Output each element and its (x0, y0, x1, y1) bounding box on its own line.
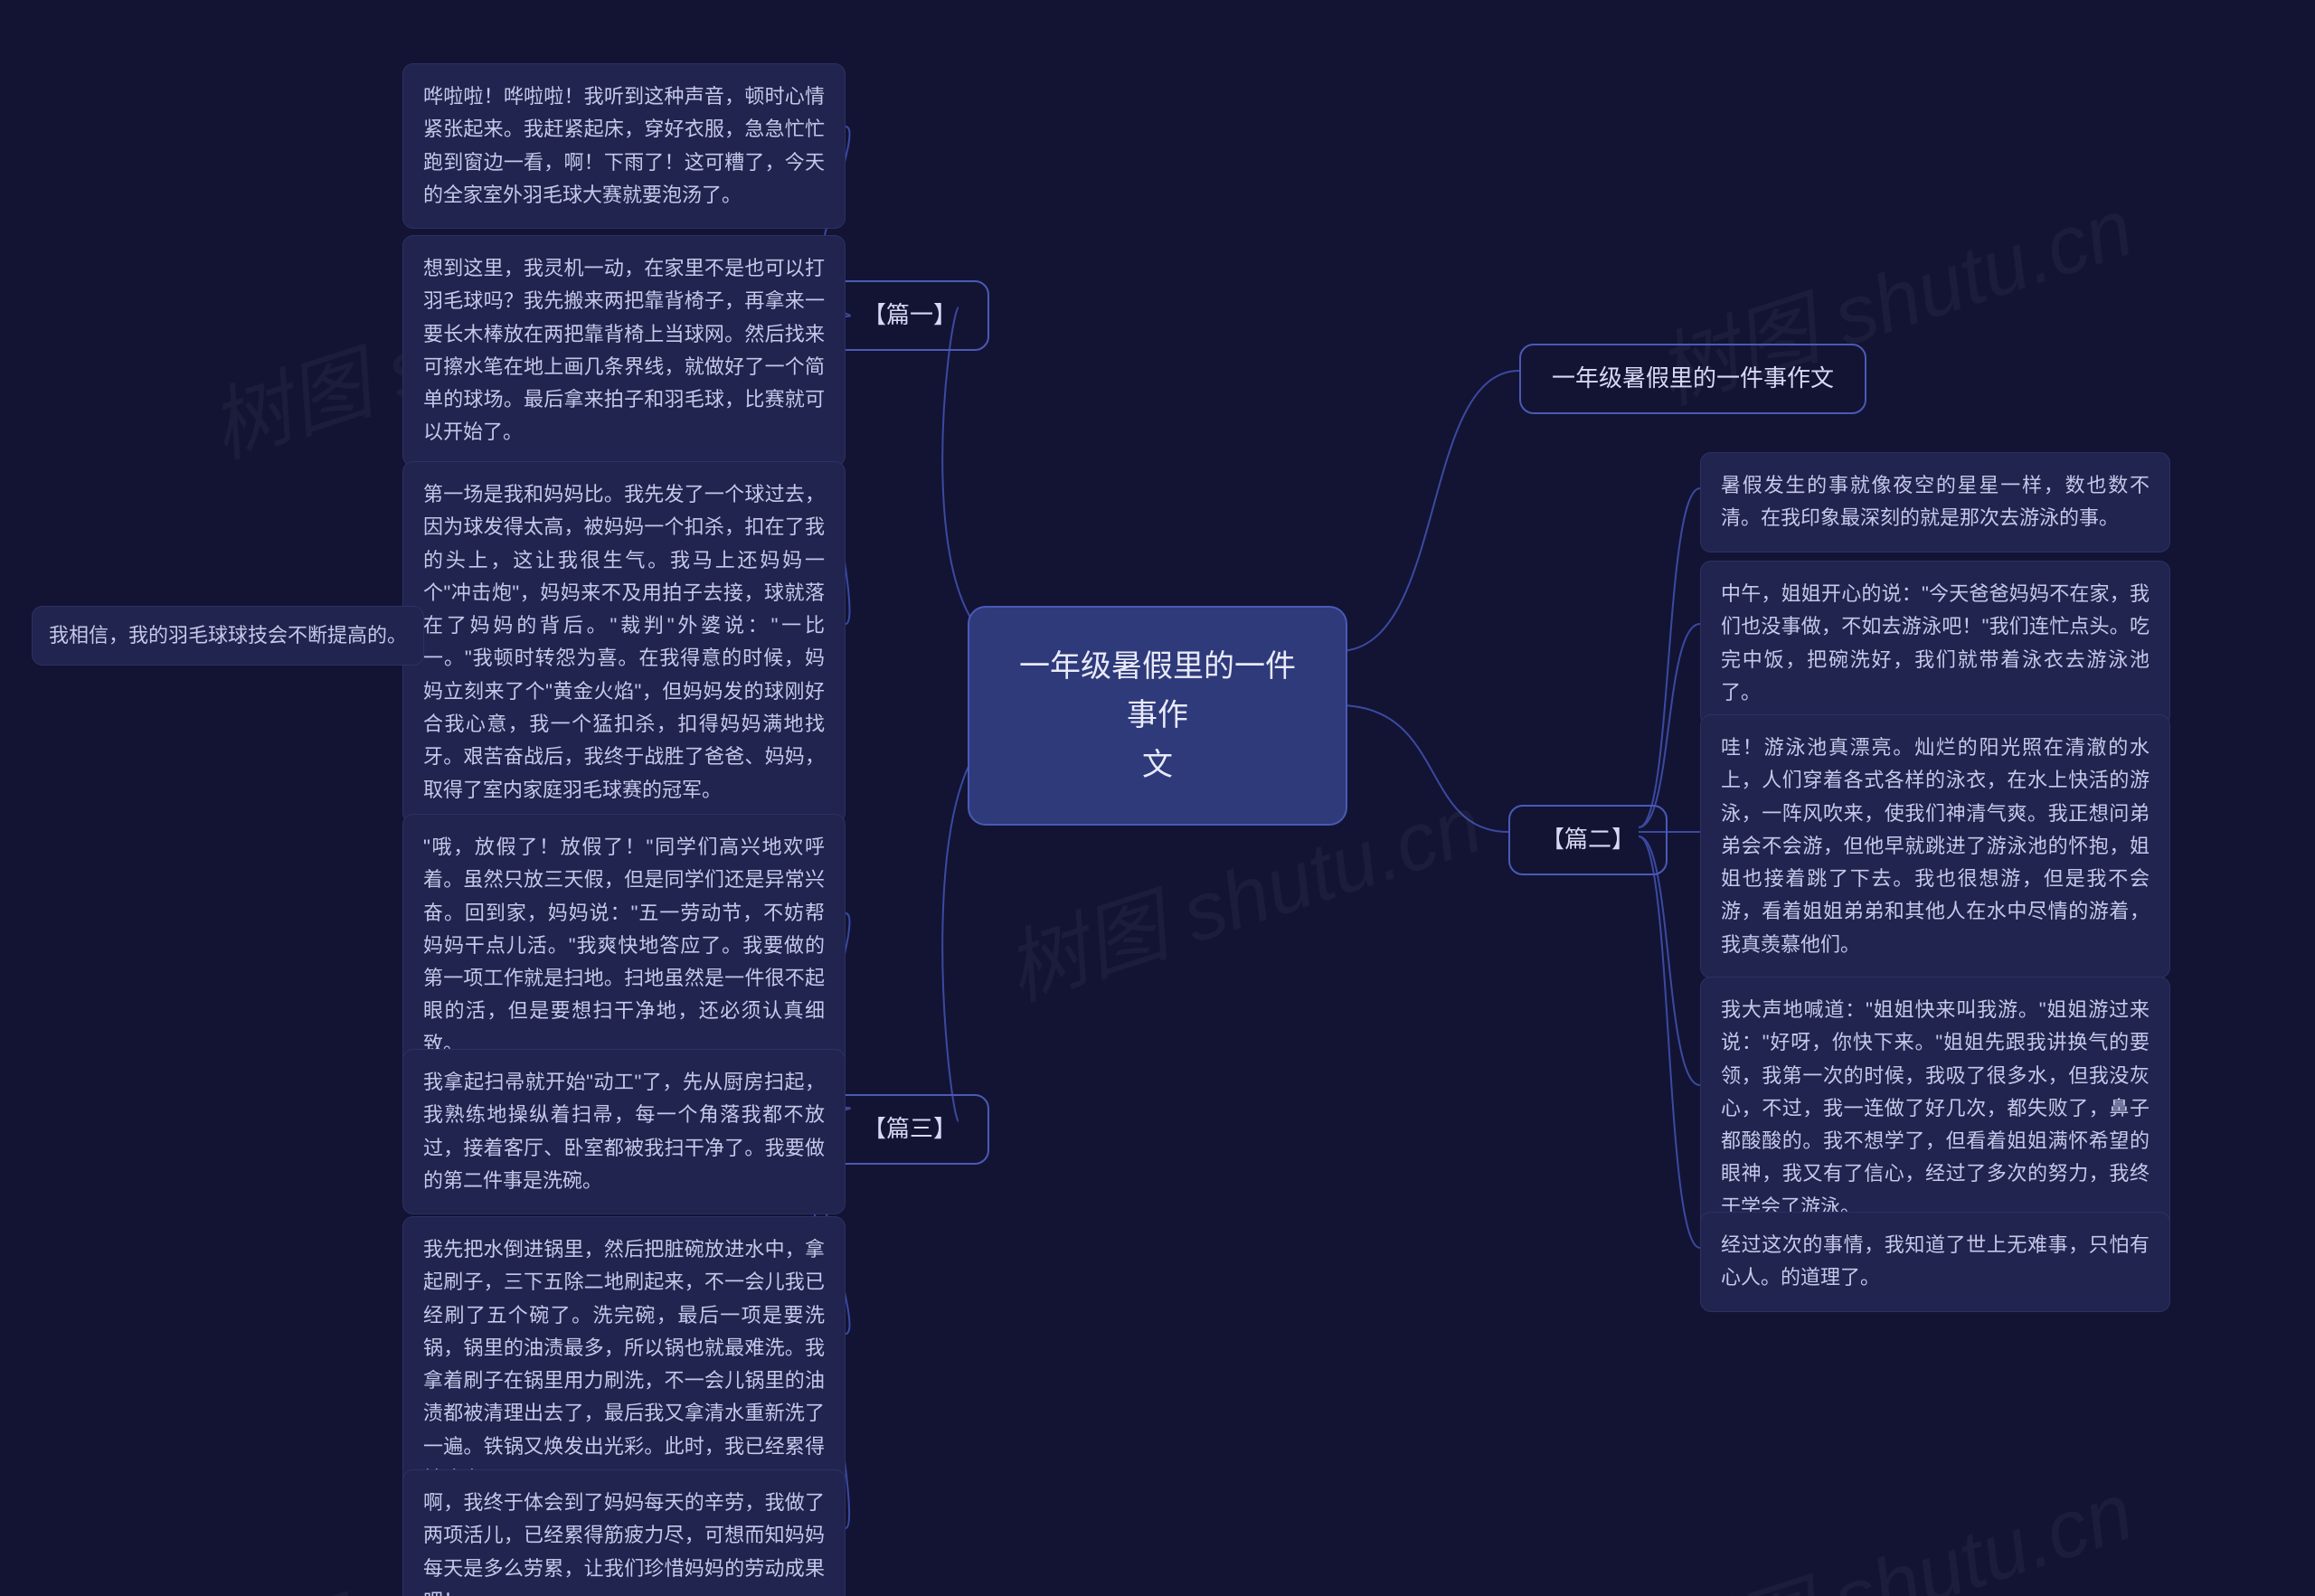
leaf-p2-4[interactable]: 我大声地喊道："姐姐快来叫我游。"姐姐游过来说："好呀，你快下来。"姐姐先跟我讲… (1700, 977, 2170, 1241)
watermark: 树图 shutu.cn (1639, 1446, 2145, 1596)
leaf-p3-4[interactable]: 啊，我终于体会到了妈妈每天的辛劳，我做了两项活儿，已经累得筋疲力尽，可想而知妈妈… (402, 1469, 846, 1596)
leaf-p3-1[interactable]: "哦，放假了！放假了！"同学们高兴地欢呼着。虽然只放三天假，但是同学们还是异常兴… (402, 814, 846, 1078)
branch-p2[interactable]: 【篇二】 (1508, 805, 1668, 875)
leaf-p1-3-sub[interactable]: 我相信，我的羽毛球球技会不断提高的。 (32, 606, 424, 666)
leaf-p3-2[interactable]: 我拿起扫帚就开始"动工"了，先从厨房扫起，我熟练地操纵着扫帚，每一个角落我都不放… (402, 1049, 846, 1214)
branch-p3[interactable]: 【篇三】 (830, 1094, 989, 1165)
branch-title[interactable]: 一年级暑假里的一件事作文 (1519, 344, 1866, 414)
leaf-p2-2[interactable]: 中午，姐姐开心的说："今天爸爸妈妈不在家，我们也没事做，不如去游泳吧！"我们连忙… (1700, 561, 2170, 726)
leaf-p1-3[interactable]: 第一场是我和妈妈比。我先发了一个球过去，因为球发得太高，被妈妈一个扣杀，扣在了我… (402, 461, 846, 824)
root-text-line1: 一年级暑假里的一件事作 (1019, 649, 1296, 732)
leaf-p1-1[interactable]: 哗啦啦！哗啦啦！我听到这种声音，顿时心情紧张起来。我赶紧起床，穿好衣服，急急忙忙… (402, 63, 846, 229)
branch-p1[interactable]: 【篇一】 (830, 280, 989, 351)
leaf-p1-2[interactable]: 想到这里，我灵机一动，在家里不是也可以打羽毛球吗？我先搬来两把靠背椅子，再拿来一… (402, 235, 846, 467)
leaf-p2-3[interactable]: 哇！游泳池真漂亮。灿烂的阳光照在清澈的水上，人们穿着各式各样的泳衣，在水上快活的… (1700, 714, 2170, 978)
root-text-line2: 文 (1142, 748, 1173, 782)
root-node[interactable]: 一年级暑假里的一件事作 文 (968, 606, 1347, 826)
leaf-p2-1[interactable]: 暑假发生的事就像夜空的星星一样，数也数不清。在我印象最深刻的就是那次去游泳的事。 (1700, 452, 2170, 552)
leaf-p2-5[interactable]: 经过这次的事情，我知道了世上无难事，只怕有心人。的道理了。 (1700, 1212, 2170, 1312)
